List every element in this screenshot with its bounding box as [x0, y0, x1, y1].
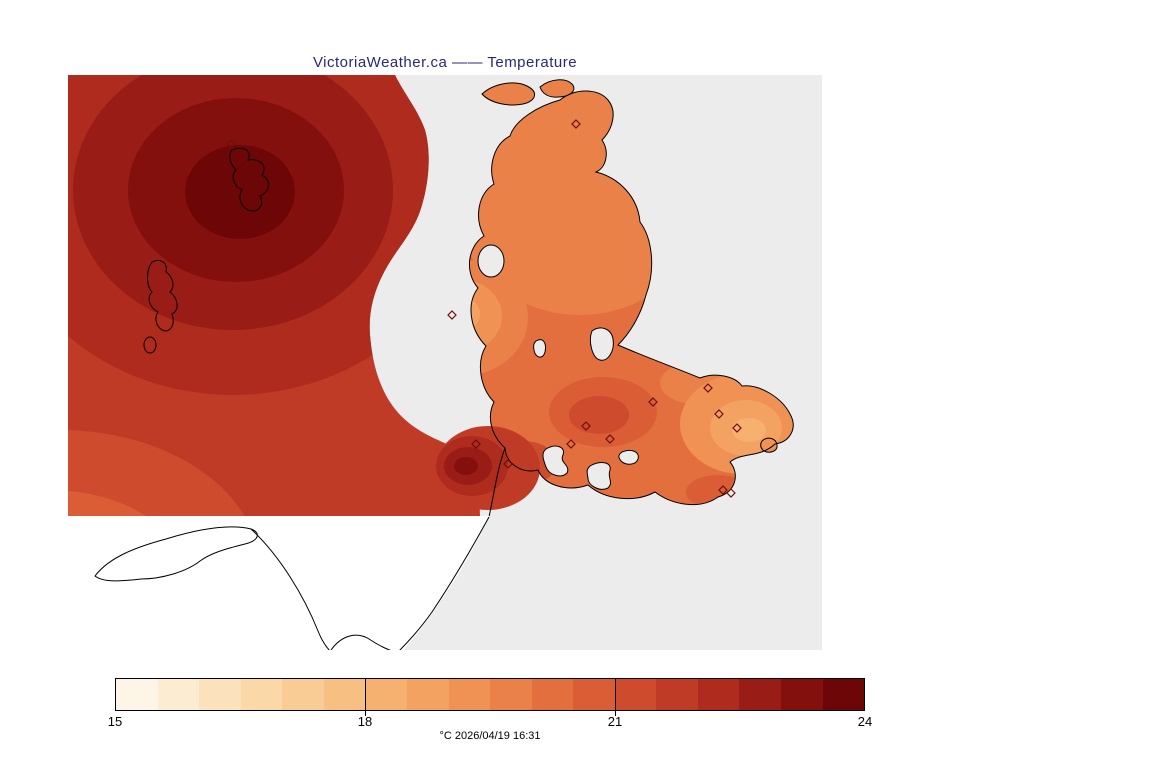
station-markers [226, 119, 742, 498]
colorbar-segment [116, 679, 158, 710]
colorbar-segment [739, 679, 781, 710]
colorbar-segment [781, 679, 823, 710]
colorbar-segment [448, 679, 491, 710]
station-marker [447, 310, 457, 320]
colorbar-tick-label: 15 [107, 714, 123, 729]
chart-title: VictoriaWeather.ca —— Temperature [312, 54, 578, 71]
colorbar-tick-label: 18 [357, 714, 373, 729]
station-marker [571, 119, 581, 129]
colorbar-segment [199, 679, 241, 710]
station-marker [714, 409, 724, 419]
coastline-south [94, 516, 490, 650]
colorbar-segment [406, 679, 449, 710]
colorbar-tick-label: 21 [607, 714, 623, 729]
colorbar-segment [240, 679, 283, 710]
station-marker [581, 421, 591, 431]
station-marker [471, 439, 481, 449]
station-marker [726, 488, 736, 498]
colorbar-segment [822, 679, 864, 710]
station-marker [605, 434, 615, 444]
colorbar-segment [365, 679, 407, 710]
inland-water-bodies [477, 244, 639, 490]
east-islet [760, 437, 778, 453]
temperature-map [68, 75, 822, 650]
station-marker [703, 383, 713, 393]
colorbar-segment [697, 679, 740, 710]
station-marker [718, 485, 728, 495]
station-marker [732, 423, 742, 433]
no-data-region [68, 516, 490, 650]
colorbar-segment [573, 679, 615, 710]
colorbar-segment [282, 679, 324, 710]
coastline-southwest [488, 447, 506, 518]
colorbar-segment [490, 679, 532, 710]
colorbar-tick-label: 24 [857, 714, 873, 729]
station-marker [648, 397, 658, 407]
station-marker [226, 139, 236, 149]
station-marker [503, 459, 513, 469]
colorbar-segment [531, 679, 574, 710]
north-islands [481, 79, 575, 106]
colorbar-segment [157, 679, 200, 710]
colorbar-segment [323, 679, 366, 710]
colorbar-segment [656, 679, 698, 710]
colorbar-segment [614, 679, 657, 710]
colorbar [115, 678, 865, 711]
station-marker [566, 439, 576, 449]
colorbar-labels: 15 18 21 24 [108, 714, 872, 730]
warm-anomaly [436, 426, 540, 510]
timestamp-caption: °C 2026/04/19 16:31 [439, 730, 541, 742]
offshore-island-outlines [143, 147, 269, 354]
